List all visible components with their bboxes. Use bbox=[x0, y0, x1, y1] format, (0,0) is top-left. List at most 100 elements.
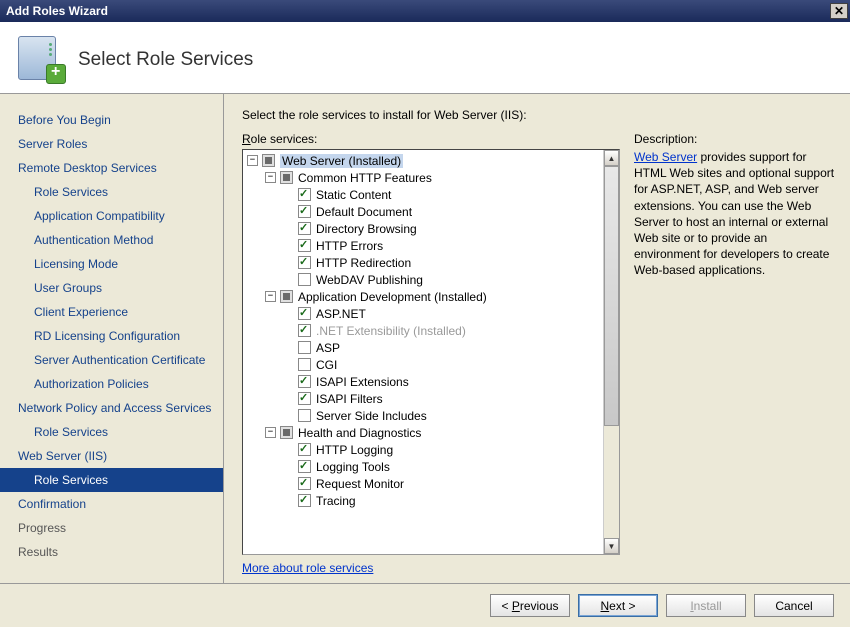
tree-checkbox[interactable] bbox=[298, 460, 311, 473]
tree-node-label: Logging Tools bbox=[316, 460, 390, 474]
instruction-text: Select the role services to install for … bbox=[242, 108, 836, 122]
tree-checkbox[interactable] bbox=[298, 409, 311, 422]
nav-item[interactable]: Server Roles bbox=[0, 132, 223, 156]
tree-checkbox[interactable] bbox=[298, 341, 311, 354]
tree-node-label: Application Development (Installed) bbox=[298, 290, 487, 304]
wizard-body: Before You BeginServer RolesRemote Deskt… bbox=[0, 94, 850, 583]
nav-item[interactable]: Role Services bbox=[0, 468, 223, 492]
tree-scrollbar[interactable]: ▲ ▼ bbox=[603, 150, 619, 554]
tree-node-label: ISAPI Extensions bbox=[316, 375, 409, 389]
tree-node[interactable]: HTTP Redirection bbox=[243, 254, 603, 271]
tree-node[interactable]: Logging Tools bbox=[243, 458, 603, 475]
tree-checkbox[interactable] bbox=[280, 426, 293, 439]
nav-item[interactable]: Application Compatibility bbox=[0, 204, 223, 228]
tree-checkbox[interactable] bbox=[298, 188, 311, 201]
nav-item[interactable]: Role Services bbox=[0, 420, 223, 444]
more-about-link[interactable]: More about role services bbox=[242, 561, 620, 575]
tree-node[interactable]: Request Monitor bbox=[243, 475, 603, 492]
tree-checkbox[interactable] bbox=[298, 392, 311, 405]
tree-checkbox[interactable] bbox=[262, 154, 275, 167]
tree-node[interactable]: ISAPI Filters bbox=[243, 390, 603, 407]
tree-node[interactable]: WebDAV Publishing bbox=[243, 271, 603, 288]
nav-item[interactable]: Server Authentication Certificate bbox=[0, 348, 223, 372]
tree-node[interactable]: ASP.NET bbox=[243, 305, 603, 322]
nav-item[interactable]: Network Policy and Access Services bbox=[0, 396, 223, 420]
nav-item[interactable]: User Groups bbox=[0, 276, 223, 300]
tree-node[interactable]: HTTP Logging bbox=[243, 441, 603, 458]
tree-node-label: HTTP Logging bbox=[316, 443, 393, 457]
description-link[interactable]: Web Server bbox=[634, 150, 697, 164]
nav-item[interactable]: Authentication Method bbox=[0, 228, 223, 252]
nav-sidebar: Before You BeginServer RolesRemote Deskt… bbox=[0, 94, 224, 583]
tree-node[interactable]: CGI bbox=[243, 356, 603, 373]
nav-item[interactable]: Remote Desktop Services bbox=[0, 156, 223, 180]
tree-checkbox[interactable] bbox=[298, 443, 311, 456]
scroll-down-button[interactable]: ▼ bbox=[604, 538, 619, 554]
tree-checkbox[interactable] bbox=[298, 256, 311, 269]
tree-checkbox[interactable] bbox=[298, 477, 311, 490]
tree-node-label: Directory Browsing bbox=[316, 222, 417, 236]
tree-node[interactable]: ISAPI Extensions bbox=[243, 373, 603, 390]
expand-toggle[interactable]: − bbox=[265, 172, 276, 183]
tree-node[interactable]: − Health and Diagnostics bbox=[243, 424, 603, 441]
tree-node[interactable]: −Web Server (Installed) bbox=[243, 152, 603, 169]
expand-toggle[interactable]: − bbox=[265, 427, 276, 438]
tree-node[interactable]: ASP bbox=[243, 339, 603, 356]
tree-node-label: Common HTTP Features bbox=[298, 171, 432, 185]
wizard-footer: < Previous Next > Install Cancel bbox=[0, 583, 850, 627]
tree-node-label: Server Side Includes bbox=[316, 409, 427, 423]
tree-node[interactable]: HTTP Errors bbox=[243, 237, 603, 254]
titlebar: Add Roles Wizard ✕ bbox=[0, 0, 850, 22]
description-text: Web Server provides support for HTML Web… bbox=[634, 149, 836, 279]
tree-node-label: HTTP Errors bbox=[316, 239, 383, 253]
tree-checkbox[interactable] bbox=[298, 358, 311, 371]
nav-item[interactable]: Role Services bbox=[0, 180, 223, 204]
nav-item[interactable]: RD Licensing Configuration bbox=[0, 324, 223, 348]
nav-item[interactable]: Web Server (IIS) bbox=[0, 444, 223, 468]
scroll-thumb[interactable] bbox=[604, 166, 619, 426]
tree-node-label: Health and Diagnostics bbox=[298, 426, 421, 440]
tree-checkbox[interactable] bbox=[298, 205, 311, 218]
role-services-tree-container: −Web Server (Installed)−Common HTTP Feat… bbox=[242, 149, 620, 555]
nav-item[interactable]: Progress bbox=[0, 516, 223, 540]
tree-checkbox[interactable] bbox=[298, 273, 311, 286]
close-button[interactable]: ✕ bbox=[830, 3, 848, 19]
expand-toggle[interactable]: − bbox=[265, 291, 276, 302]
nav-item[interactable]: Authorization Policies bbox=[0, 372, 223, 396]
tree-node[interactable]: Directory Browsing bbox=[243, 220, 603, 237]
tree-checkbox[interactable] bbox=[280, 290, 293, 303]
tree-node[interactable]: − Common HTTP Features bbox=[243, 169, 603, 186]
tree-node-label: Tracing bbox=[316, 494, 356, 508]
tree-node[interactable]: Server Side Includes bbox=[243, 407, 603, 424]
tree-checkbox[interactable] bbox=[298, 494, 311, 507]
tree-checkbox[interactable] bbox=[298, 307, 311, 320]
tree-node[interactable]: Static Content bbox=[243, 186, 603, 203]
install-button[interactable]: Install bbox=[666, 594, 746, 617]
nav-item[interactable]: Results bbox=[0, 540, 223, 564]
tree-checkbox[interactable] bbox=[298, 239, 311, 252]
next-button[interactable]: Next > bbox=[578, 594, 658, 617]
tree-node-label: Default Document bbox=[316, 205, 412, 219]
tree-node-label: Static Content bbox=[316, 188, 391, 202]
nav-item[interactable]: Before You Begin bbox=[0, 108, 223, 132]
scroll-up-button[interactable]: ▲ bbox=[604, 150, 619, 166]
role-services-tree[interactable]: −Web Server (Installed)−Common HTTP Feat… bbox=[243, 150, 603, 554]
tree-node[interactable]: .NET Extensibility (Installed) bbox=[243, 322, 603, 339]
previous-button[interactable]: < Previous bbox=[490, 594, 570, 617]
expand-toggle[interactable]: − bbox=[247, 155, 258, 166]
tree-node-label: ISAPI Filters bbox=[316, 392, 383, 406]
tree-node-label: ASP.NET bbox=[316, 307, 366, 321]
tree-node[interactable]: Default Document bbox=[243, 203, 603, 220]
tree-checkbox[interactable] bbox=[298, 222, 311, 235]
main-panel: Select the role services to install for … bbox=[224, 94, 850, 583]
nav-item[interactable]: Confirmation bbox=[0, 492, 223, 516]
tree-node-label: HTTP Redirection bbox=[316, 256, 411, 270]
tree-node[interactable]: − Application Development (Installed) bbox=[243, 288, 603, 305]
cancel-button[interactable]: Cancel bbox=[754, 594, 834, 617]
tree-checkbox[interactable] bbox=[280, 171, 293, 184]
nav-item[interactable]: Client Experience bbox=[0, 300, 223, 324]
nav-item[interactable]: Licensing Mode bbox=[0, 252, 223, 276]
tree-checkbox[interactable] bbox=[298, 324, 311, 337]
tree-checkbox[interactable] bbox=[298, 375, 311, 388]
tree-node[interactable]: Tracing bbox=[243, 492, 603, 509]
